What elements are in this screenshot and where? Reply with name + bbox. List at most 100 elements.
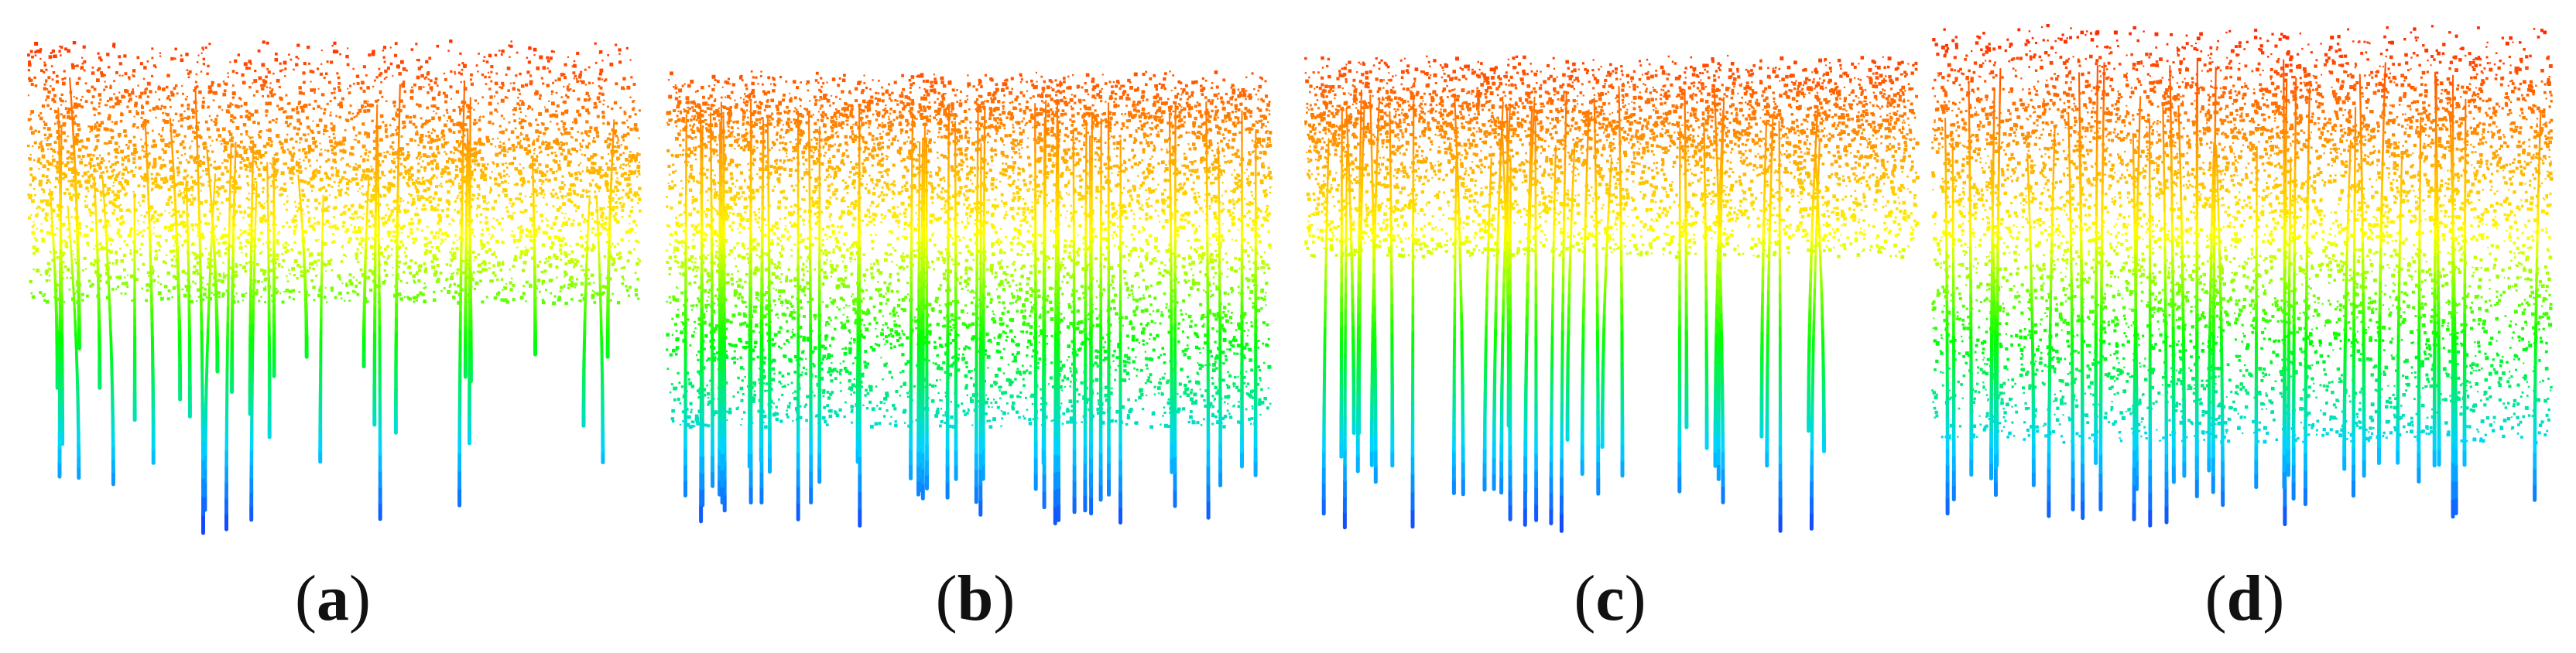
foliage-point <box>560 141 563 144</box>
foliage-point <box>378 67 381 70</box>
foliage-point <box>341 224 345 228</box>
foliage-point <box>207 64 210 68</box>
foliage-point <box>73 186 76 189</box>
foliage-point <box>115 174 119 178</box>
foliage-point <box>345 56 348 58</box>
foliage-point <box>34 42 39 46</box>
foliage-point <box>272 157 276 160</box>
foliage-point <box>474 281 479 285</box>
foliage-point <box>371 168 374 172</box>
foliage-point <box>221 201 224 204</box>
foliage-point <box>100 194 103 197</box>
foliage-point <box>186 175 189 178</box>
foliage-point <box>477 102 480 104</box>
foliage-point <box>550 246 553 250</box>
foliage-point <box>411 86 413 89</box>
foliage-point <box>149 283 153 288</box>
foliage-point <box>488 120 492 125</box>
foliage-point <box>606 144 611 148</box>
foliage-point <box>109 105 112 108</box>
foliage-point <box>310 184 313 188</box>
foliage-point <box>356 216 359 219</box>
foliage-point <box>89 174 91 176</box>
foliage-point <box>458 191 461 194</box>
foliage-point <box>155 254 158 256</box>
foliage-point <box>270 143 273 146</box>
foliage-point <box>417 279 421 283</box>
foliage-point <box>337 189 342 193</box>
foliage-point <box>269 82 272 84</box>
foliage-point <box>298 91 303 95</box>
foliage-point <box>97 190 99 192</box>
foliage-point <box>636 202 639 204</box>
tree-stem-segment <box>255 181 258 197</box>
foliage-point <box>106 189 109 192</box>
foliage-point <box>319 285 322 289</box>
foliage-point <box>374 292 377 296</box>
foliage-point <box>512 298 516 301</box>
foliage-point <box>337 77 339 79</box>
foliage-point <box>505 162 507 165</box>
foliage-point <box>449 128 451 130</box>
foliage-point <box>90 227 94 232</box>
foliage-point <box>404 255 408 258</box>
foliage-point <box>87 179 91 183</box>
foliage-point <box>87 190 90 193</box>
foliage-point <box>281 300 285 304</box>
foliage-point <box>146 144 149 147</box>
foliage-point <box>164 285 168 289</box>
foliage-point <box>368 53 372 57</box>
foliage-point <box>146 211 149 215</box>
foliage-point <box>462 165 465 169</box>
foliage-point <box>48 274 50 277</box>
foliage-point <box>199 176 201 179</box>
foliage-point <box>123 135 126 137</box>
foliage-point <box>114 121 118 125</box>
foliage-point <box>396 132 399 136</box>
foliage-point <box>155 116 157 119</box>
foliage-point <box>563 73 566 76</box>
foliage-point <box>546 224 550 227</box>
foliage-point <box>170 175 173 179</box>
foliage-point <box>307 183 309 185</box>
foliage-point <box>76 290 79 293</box>
foliage-point <box>485 227 490 231</box>
foliage-point <box>81 95 84 98</box>
foliage-point <box>423 287 426 289</box>
foliage-point <box>482 207 485 210</box>
foliage-point <box>41 154 46 159</box>
foliage-point <box>527 60 531 64</box>
foliage-point <box>550 90 554 94</box>
foliage-point <box>368 103 373 108</box>
foliage-point <box>495 162 499 166</box>
foliage-point <box>150 271 154 275</box>
foliage-point <box>194 182 198 186</box>
foliage-point <box>91 173 93 176</box>
tree-stem-segment <box>587 223 590 235</box>
foliage-point <box>110 136 115 140</box>
foliage-point <box>245 239 249 243</box>
foliage-point <box>560 120 564 123</box>
foliage-point <box>564 131 568 135</box>
foliage-point <box>269 176 272 178</box>
tree-stem-segment <box>213 250 217 262</box>
foliage-point <box>51 258 55 262</box>
foliage-point <box>111 121 114 123</box>
foliage-point <box>61 222 66 227</box>
foliage-point <box>160 296 164 301</box>
foliage-point <box>327 130 329 132</box>
foliage-point <box>278 108 281 111</box>
foliage-point <box>324 125 327 128</box>
foliage-point <box>581 189 585 193</box>
foliage-point <box>78 223 81 227</box>
foliage-point <box>262 145 266 148</box>
foliage-point <box>75 280 80 285</box>
foliage-point <box>612 205 615 209</box>
foliage-point <box>575 178 578 181</box>
foliage-point <box>159 173 161 176</box>
foliage-point <box>272 180 275 183</box>
foliage-point <box>49 181 52 184</box>
foliage-point <box>370 169 373 173</box>
foliage-point <box>110 243 112 245</box>
foliage-point <box>260 87 265 91</box>
